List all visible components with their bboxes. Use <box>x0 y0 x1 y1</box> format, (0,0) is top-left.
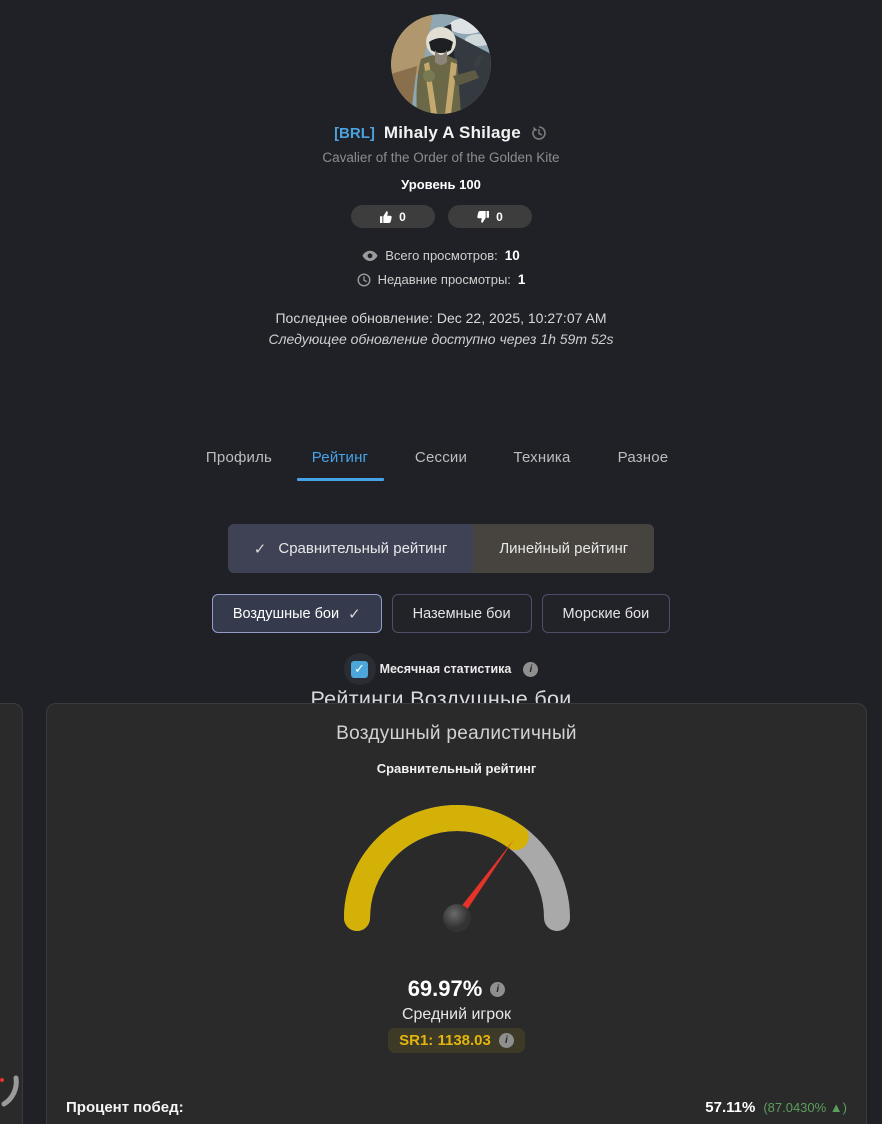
gauge-svg <box>343 805 570 932</box>
rating-mode-toggle: ✓ Сравнительный рейтинг Линейный рейтинг <box>227 524 655 573</box>
win-rate-value: 57.11% <box>705 1099 756 1116</box>
avatar[interactable] <box>391 14 491 114</box>
avatar-image <box>391 14 491 114</box>
check-icon: ✓ <box>253 540 267 558</box>
linear-rating-label: Линейный рейтинг <box>499 540 629 557</box>
info-icon[interactable]: i <box>490 981 506 997</box>
total-views-value: 10 <box>504 248 520 263</box>
gauge-value-arc <box>343 805 570 931</box>
neighbour-gauge-fragment <box>0 1075 19 1107</box>
battle-type-buttons: Воздушные бои ✓ Наземные бои Морские бои <box>211 594 671 633</box>
info-icon[interactable]: i <box>523 661 539 677</box>
rating-gauge <box>47 790 866 940</box>
player-name: Mihaly A Shilage <box>383 123 521 142</box>
tab-profile[interactable]: Профиль <box>205 449 273 466</box>
air-battles-label: Воздушные бои <box>232 605 340 622</box>
ground-battles-button[interactable]: Наземные бои <box>391 594 532 633</box>
gauge-percent-row: 69.97% i <box>47 976 866 1002</box>
previous-rating-card[interactable] <box>0 703 23 1124</box>
monthly-stats-label: Месячная статистика <box>379 662 512 676</box>
dislike-count: 0 <box>496 209 503 224</box>
like-button[interactable]: 0 <box>350 205 435 228</box>
gauge-needle <box>453 839 514 921</box>
naval-battles-button[interactable]: Морские бои <box>541 594 671 633</box>
tab-sessions[interactable]: Сессии <box>414 449 468 466</box>
air-battles-button[interactable]: Воздушные бои ✓ <box>211 594 382 633</box>
clan-tag[interactable]: [BRL] <box>334 124 375 142</box>
monthly-stats-row: ✓ Месячная статистика i <box>343 653 539 685</box>
naval-battles-label: Морские бои <box>562 605 650 622</box>
recent-views-value: 1 <box>517 272 526 287</box>
last-update-text: Последнее обновление: Dec 22, 2025, 10:2… <box>275 310 607 326</box>
gauge-hub <box>442 904 471 932</box>
tab-misc[interactable]: Разное <box>617 449 669 466</box>
win-rate-change: (87.0430% ▲) <box>763 1100 847 1115</box>
win-rate-row: Процент побед: 57.11% (87.0430% ▲) <box>47 1099 866 1116</box>
sr-value: SR1: 1138.03 <box>399 1032 491 1049</box>
comparative-rating-label: Сравнительный рейтинг <box>278 540 448 557</box>
win-rate-label: Процент побед: <box>66 1099 184 1116</box>
eye-icon <box>362 250 378 262</box>
ground-battles-label: Наземные бои <box>412 605 511 622</box>
info-icon[interactable]: i <box>498 1033 514 1048</box>
comparative-rating-option[interactable]: ✓ Сравнительный рейтинг <box>227 524 474 573</box>
next-update-text: Следующее обновление доступно через 1h 5… <box>268 331 614 347</box>
thumb-down-icon <box>476 210 490 224</box>
card-title: Воздушный реалистичный <box>336 723 577 744</box>
vote-buttons: 0 0 <box>350 205 532 228</box>
rating-card-air-realistic: Воздушный реалистичный Сравнительный рей… <box>46 703 867 1124</box>
card-subtitle: Сравнительный рейтинг <box>376 761 537 776</box>
linear-rating-option[interactable]: Линейный рейтинг <box>473 524 655 573</box>
player-level: Уровень 100 <box>401 177 481 192</box>
total-views-label: Всего просмотров: <box>385 248 498 263</box>
recent-views-label: Недавние просмотры: <box>377 272 511 287</box>
clock-icon <box>357 272 371 287</box>
tab-rating[interactable]: Рейтинг <box>290 443 391 481</box>
gauge-percent-value: 69.97% <box>407 976 483 1001</box>
checkbox-check-icon: ✓ <box>351 660 369 678</box>
active-tab-underline <box>296 478 384 481</box>
thumb-up-icon <box>379 210 393 224</box>
dislike-button[interactable]: 0 <box>447 205 532 228</box>
total-views-row: Всего просмотров: 10 <box>362 248 520 263</box>
profile-header: [BRL] Mihaly A Shilage Cavalier of the O… <box>0 0 882 347</box>
history-icon[interactable] <box>530 124 548 142</box>
sr-badge: SR1: 1138.03 i <box>388 1028 525 1053</box>
player-rank-label: Средний игрок <box>401 1006 512 1023</box>
tab-vehicles[interactable]: Техника <box>513 449 571 466</box>
main-tabs: Профиль Рейтинг Сессии Техника Разное <box>0 443 882 481</box>
monthly-stats-checkbox[interactable]: ✓ <box>343 653 376 685</box>
recent-views-row: Недавние просмотры: 1 <box>357 272 526 287</box>
like-count: 0 <box>399 209 406 224</box>
player-title: Cavalier of the Order of the Golden Kite <box>322 150 560 165</box>
player-name-row: [BRL] Mihaly A Shilage <box>334 123 548 143</box>
check-icon: ✓ <box>348 605 361 623</box>
